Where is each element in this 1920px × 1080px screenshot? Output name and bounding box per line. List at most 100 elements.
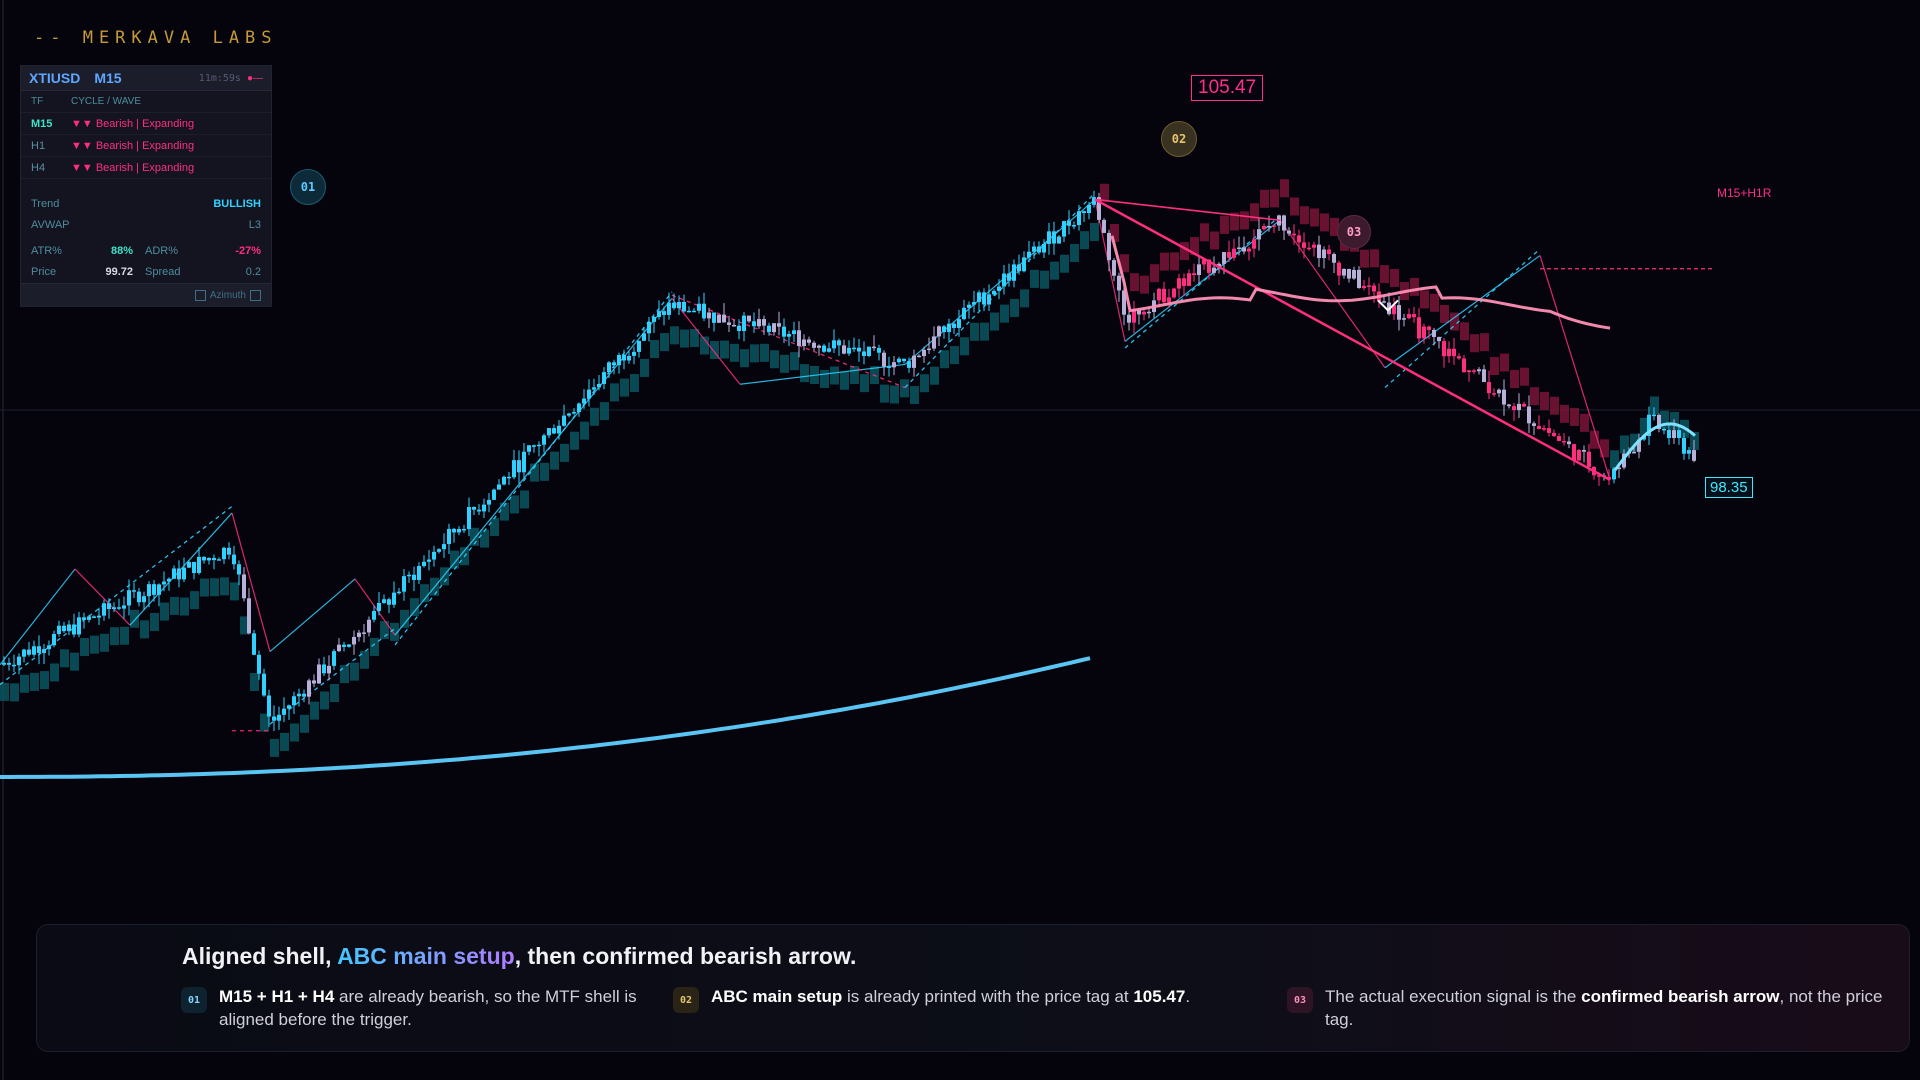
trailing-stop-block: [1510, 370, 1519, 389]
note-bold: confirmed bearish arrow: [1581, 987, 1780, 1006]
candle-body: [1362, 285, 1366, 289]
candle-body: [817, 345, 821, 348]
candle-body: [1647, 414, 1651, 437]
price-tag-last: 98.35: [1705, 477, 1753, 498]
candle-body: [1347, 269, 1351, 279]
candle-body: [687, 310, 691, 313]
trailing-stop-block: [760, 343, 769, 362]
candle-body: [552, 428, 556, 434]
candle-body: [142, 596, 146, 603]
trend-row: Trend BULLISH: [21, 193, 271, 214]
candle-body: [1562, 440, 1566, 443]
trailing-stop-block: [150, 612, 159, 631]
candle-body: [297, 693, 301, 697]
trailing-stop-block: [370, 637, 379, 656]
trailing-stop-block: [1300, 206, 1309, 225]
candle-body: [262, 673, 266, 696]
trailing-stop-block: [570, 431, 579, 450]
adr-value: -27%: [235, 245, 261, 257]
candle-body: [832, 340, 836, 349]
trailing-stop-block: [1650, 396, 1659, 415]
trailing-stop-block: [960, 337, 969, 356]
candle-body: [992, 290, 996, 295]
trailing-stop-block: [990, 312, 999, 331]
candle-body: [987, 294, 991, 305]
azimuth-left-icon: [194, 289, 206, 301]
trailing-stop-block: [1180, 242, 1189, 261]
trailing-stop-block: [1390, 268, 1399, 287]
trailing-stop-block: [1010, 298, 1019, 317]
candle-body: [672, 302, 676, 309]
candle-body: [792, 330, 796, 335]
candle-body: [802, 339, 806, 346]
trailing-stop-block: [1620, 435, 1629, 454]
candle-body: [97, 615, 101, 618]
candle-body: [752, 321, 756, 327]
candle-body: [1487, 382, 1491, 394]
trailing-stop-block: [1370, 249, 1379, 268]
candle-body: [1097, 197, 1101, 220]
candle-body: [82, 617, 86, 620]
candle-body: [907, 361, 911, 368]
candle-body: [312, 680, 316, 684]
candle-body: [842, 345, 846, 354]
trailing-stop-block: [920, 374, 929, 393]
trailing-stop-block: [1150, 264, 1159, 283]
trailing-stop-block: [260, 713, 269, 732]
candle-body: [102, 603, 106, 616]
adr-label: ADR%: [145, 245, 179, 257]
trailing-stop-block: [1090, 222, 1099, 241]
candle-body: [567, 413, 571, 416]
trailing-stop-block: [880, 384, 889, 403]
price-tag-high: 105.47: [1191, 75, 1264, 101]
candle-body: [647, 321, 651, 334]
candle-body: [1037, 246, 1041, 253]
trailing-stop-block: [280, 732, 289, 751]
candle-body: [372, 610, 376, 620]
trailing-stop-block: [1250, 203, 1259, 222]
trailing-stop-block: [630, 374, 639, 393]
candle-body: [522, 451, 526, 473]
panel-footer[interactable]: Azimuth: [21, 283, 271, 306]
trailing-stop-block: [910, 386, 919, 405]
candle-body: [1397, 305, 1401, 320]
row-state: ▼▼ Bearish | Expanding: [71, 117, 195, 130]
candle-body: [997, 286, 1001, 291]
note-text: ABC main setup is already printed with t…: [711, 985, 1190, 1013]
candle-body: [1442, 341, 1446, 357]
candle-body: [1192, 273, 1196, 276]
candle-body: [1087, 204, 1091, 214]
row-tf: H4: [31, 161, 46, 174]
candle-body: [222, 547, 226, 560]
trailing-stop-block: [1570, 407, 1579, 426]
candle-body: [757, 319, 761, 327]
candle-body: [472, 506, 476, 510]
candle-body: [162, 581, 166, 585]
trailing-stop-block: [710, 340, 719, 359]
trailing-stop-block: [220, 577, 229, 596]
candle-body: [1407, 314, 1411, 319]
trailing-stop-block: [860, 374, 869, 393]
candle-body: [17, 656, 21, 666]
trailing-stop-block: [120, 626, 129, 645]
candle-body: [1102, 219, 1106, 233]
table-row: M15 ▼▼ Bearish | Expanding: [21, 113, 271, 135]
candle-body: [22, 649, 26, 657]
candle-body: [1332, 254, 1336, 263]
candle-body: [532, 445, 536, 447]
candle-body: [1272, 225, 1276, 228]
candle-body: [717, 314, 721, 323]
candle-body: [1012, 264, 1016, 281]
trailing-stop-block: [100, 633, 109, 652]
candle-body: [922, 349, 926, 357]
candle-body: [592, 387, 596, 390]
trailing-stop-block: [1500, 353, 1509, 372]
candle-body: [307, 680, 311, 697]
candle-body: [977, 292, 981, 303]
trailing-stop-block: [380, 621, 389, 640]
candle-body: [732, 324, 736, 327]
candle-body: [327, 665, 331, 674]
brand-logo: -- MERKAVA LABS: [34, 28, 278, 48]
candle-body: [1122, 290, 1126, 315]
